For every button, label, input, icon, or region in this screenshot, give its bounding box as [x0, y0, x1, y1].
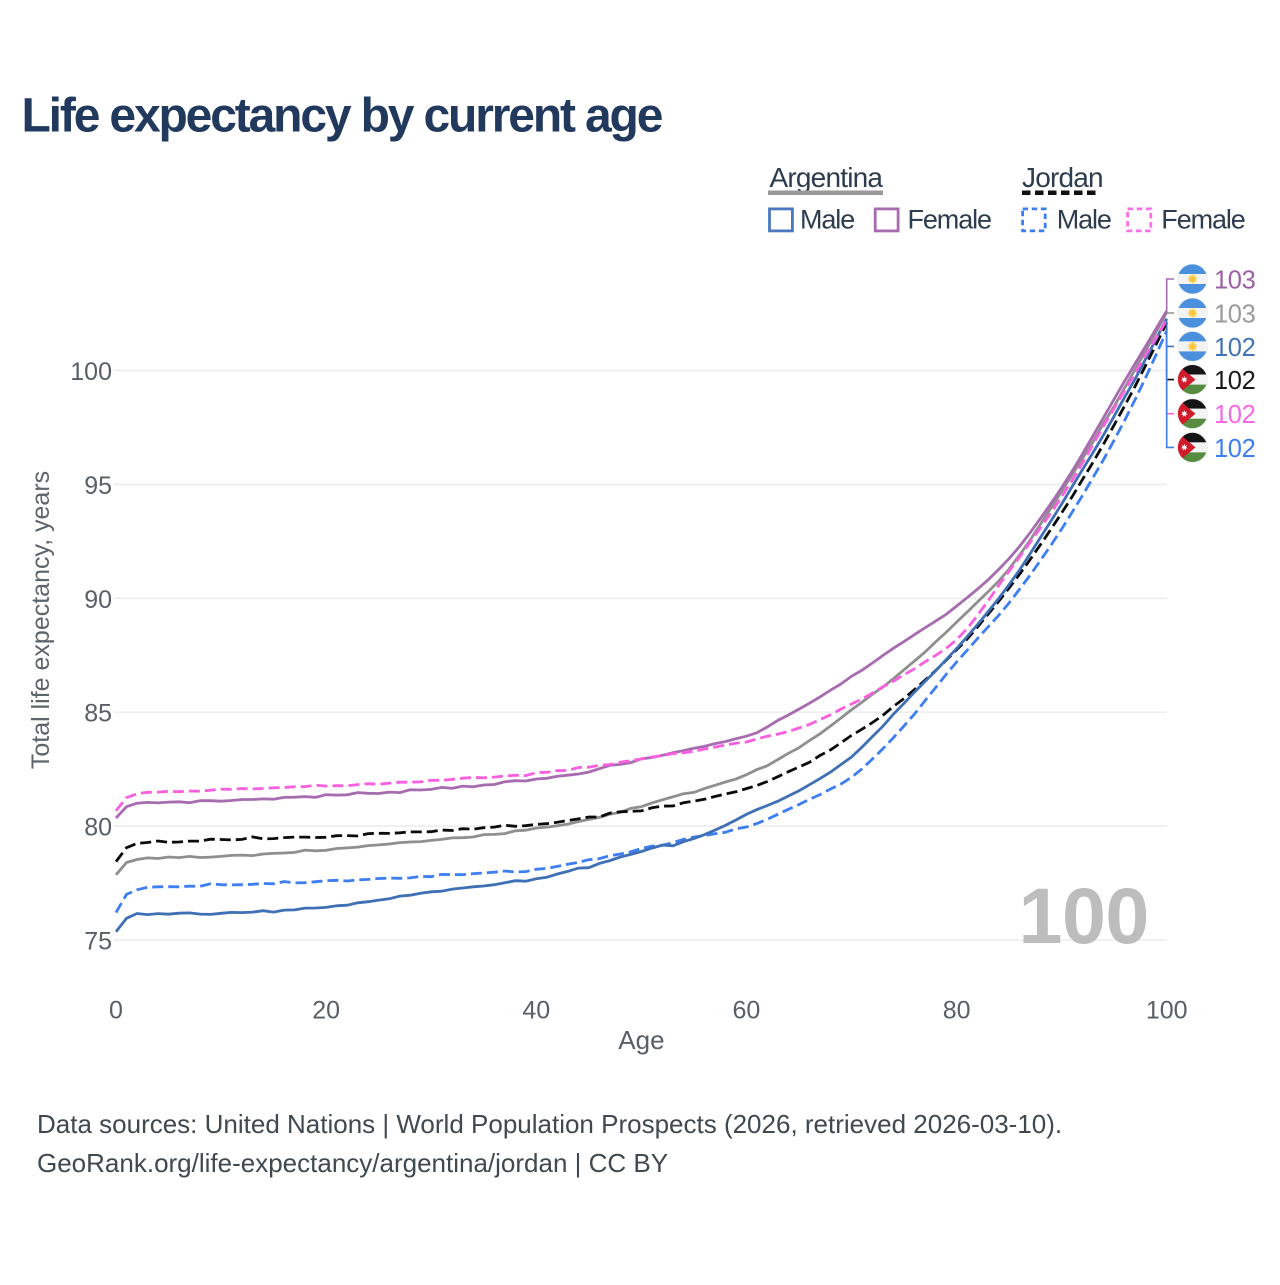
svg-text:100: 100 [70, 358, 112, 386]
svg-text:102: 102 [1214, 334, 1255, 362]
svg-text:103: 103 [1214, 301, 1256, 329]
svg-text:100: 100 [1019, 871, 1149, 960]
svg-text:90: 90 [84, 586, 112, 614]
svg-text:Argentina: Argentina [770, 162, 884, 193]
svg-text:80: 80 [943, 997, 971, 1025]
svg-text:Total life expectancy, years: Total life expectancy, years [27, 471, 55, 769]
svg-text:100: 100 [1146, 997, 1188, 1025]
svg-text:60: 60 [732, 997, 760, 1025]
svg-text:Life expectancy by current age: Life expectancy by current age [22, 90, 663, 143]
svg-text:Female: Female [1161, 205, 1245, 235]
svg-text:Male: Male [800, 205, 854, 235]
svg-text:Jordan: Jordan [1022, 162, 1103, 193]
svg-text:Data sources: United Nations |: Data sources: United Nations | World Pop… [37, 1109, 1062, 1139]
svg-text:95: 95 [84, 472, 112, 500]
svg-text:102: 102 [1214, 367, 1255, 395]
svg-text:Age: Age [618, 1025, 664, 1055]
svg-text:80: 80 [84, 814, 112, 842]
svg-text:102: 102 [1214, 401, 1255, 429]
svg-text:85: 85 [84, 700, 112, 728]
svg-text:102: 102 [1214, 435, 1255, 463]
svg-text:GeoRank.org/life-expectancy/ar: GeoRank.org/life-expectancy/argentina/jo… [37, 1148, 668, 1178]
svg-text:Female: Female [908, 205, 992, 235]
svg-text:Male: Male [1057, 205, 1111, 235]
svg-text:103: 103 [1214, 267, 1256, 295]
svg-text:0: 0 [109, 997, 123, 1025]
svg-text:20: 20 [312, 997, 340, 1025]
svg-text:40: 40 [522, 997, 550, 1025]
svg-text:75: 75 [84, 927, 112, 955]
